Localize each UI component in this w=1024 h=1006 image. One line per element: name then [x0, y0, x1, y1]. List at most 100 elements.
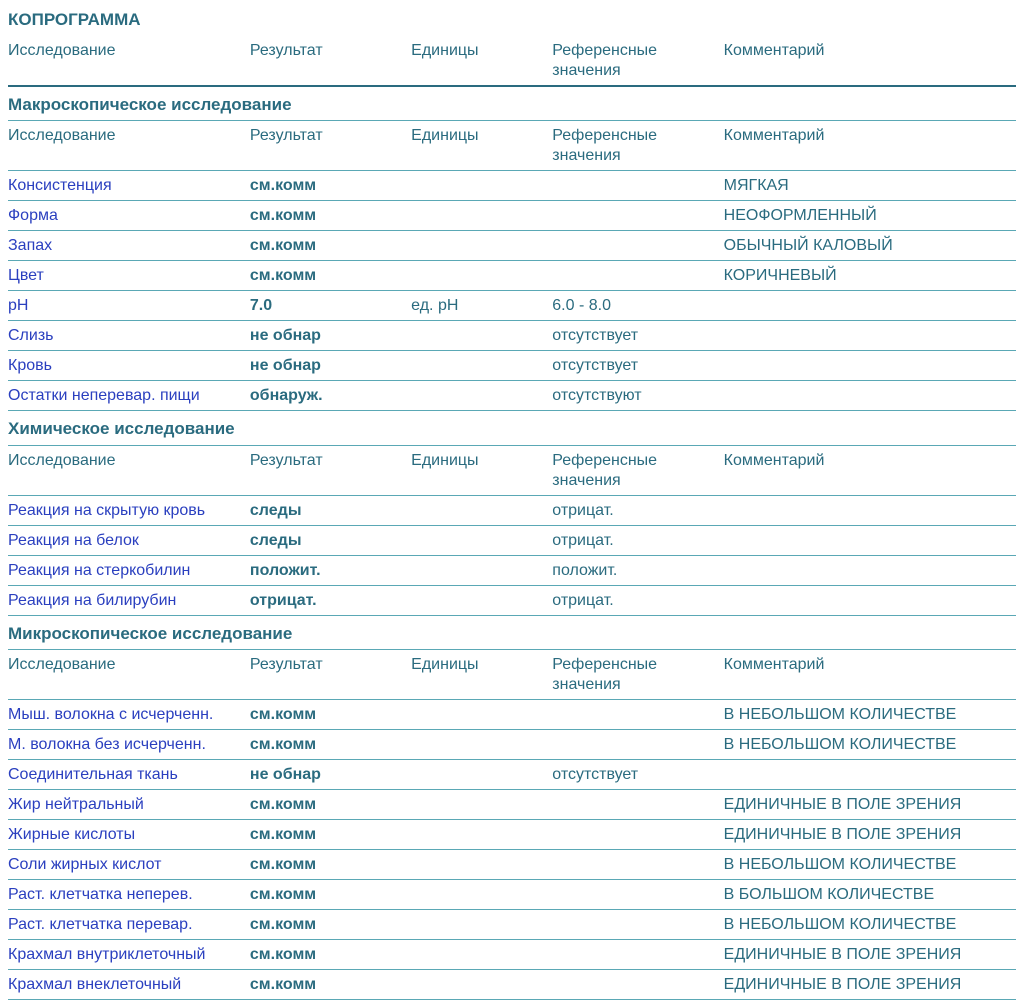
test-name: Реакция на билирубин — [8, 585, 250, 615]
comment-value — [724, 585, 1016, 615]
section-title-row: Макроскопическое исследование — [8, 86, 1016, 121]
table-row: Консистенциясм.коммМЯГКАЯ — [8, 171, 1016, 201]
comment-value: МЯГКАЯ — [724, 171, 1016, 201]
table-row: Цветсм.коммКОРИЧНЕВЫЙ — [8, 261, 1016, 291]
test-name: Соединительная ткань — [8, 759, 250, 789]
test-name: Крахмал внутриклеточный — [8, 939, 250, 969]
table-row: pH7.0ед. pH6.0 - 8.0 — [8, 291, 1016, 321]
units-value — [411, 525, 552, 555]
units-value — [411, 585, 552, 615]
units-value — [411, 849, 552, 879]
test-name: Кровь — [8, 351, 250, 381]
table-row: Соединительная тканьне обнаротсутствует — [8, 759, 1016, 789]
units-value — [411, 555, 552, 585]
result-value: см.комм — [250, 849, 411, 879]
comment-value: В НЕБОЛЬШОМ КОЛИЧЕСТВЕ — [724, 909, 1016, 939]
column-header-units: Единицы — [411, 445, 552, 495]
section-title-row: Химическое исследование — [8, 411, 1016, 445]
test-name: Мыш. волокна с исчерченн. — [8, 699, 250, 729]
reference-value — [552, 729, 723, 759]
column-header-result: Результат — [250, 36, 411, 86]
comment-value: ЕДИНИЧНЫЕ В ПОЛЕ ЗРЕНИЯ — [724, 939, 1016, 969]
comment-value: В НЕБОЛЬШОМ КОЛИЧЕСТВЕ — [724, 699, 1016, 729]
reference-value — [552, 201, 723, 231]
units-value — [411, 495, 552, 525]
units-value — [411, 969, 552, 999]
comment-value — [724, 555, 1016, 585]
column-header-ref: Референсные значения — [552, 36, 723, 86]
reference-value — [552, 849, 723, 879]
report-title: КОПРОГРАММА — [8, 6, 1016, 36]
comment-value: ЕДИНИЧНЫЕ В ПОЛЕ ЗРЕНИЯ — [724, 819, 1016, 849]
result-value: см.комм — [250, 969, 411, 999]
table-row: Крахмал внеклеточныйсм.коммЕДИНИЧНЫЕ В П… — [8, 969, 1016, 999]
test-name: Цвет — [8, 261, 250, 291]
test-name: Остатки неперевар. пищи — [8, 381, 250, 411]
section-title: Микроскопическое исследование — [8, 615, 1016, 649]
reference-value — [552, 231, 723, 261]
comment-value — [724, 525, 1016, 555]
units-value — [411, 231, 552, 261]
table-row: Кровьне обнаротсутствует — [8, 351, 1016, 381]
reference-value: 6.0 - 8.0 — [552, 291, 723, 321]
test-name: Реакция на стеркобилин — [8, 555, 250, 585]
units-value — [411, 171, 552, 201]
comment-value: НЕОФОРМЛЕННЫЙ — [724, 201, 1016, 231]
table-row: Реакция на билирубинотрицат.отрицат. — [8, 585, 1016, 615]
test-name: Жирные кислоты — [8, 819, 250, 849]
reference-value — [552, 819, 723, 849]
test-name: Раст. клетчатка неперев. — [8, 879, 250, 909]
result-value: 7.0 — [250, 291, 411, 321]
column-header-result: Результат — [250, 121, 411, 171]
test-name: Реакция на скрытую кровь — [8, 495, 250, 525]
comment-value — [724, 381, 1016, 411]
result-value: следы — [250, 525, 411, 555]
table-row: Мыш. волокна с исчерченн.см.комм В НЕБОЛЬ… — [8, 699, 1016, 729]
result-value: см.комм — [250, 201, 411, 231]
reference-value — [552, 699, 723, 729]
result-value: не обнар — [250, 759, 411, 789]
comment-value: ОБЫЧНЫЙ КАЛОВЫЙ — [724, 231, 1016, 261]
section-title-row: Микроскопическое исследование — [8, 615, 1016, 649]
result-value: см.комм — [250, 939, 411, 969]
table-row: Запахсм.коммОБЫЧНЫЙ КАЛОВЫЙ — [8, 231, 1016, 261]
table-row: Реакция на белокследыотрицат. — [8, 525, 1016, 555]
units-value — [411, 879, 552, 909]
column-header-comment: Комментарий — [724, 36, 1016, 86]
units-value — [411, 759, 552, 789]
units-value — [411, 321, 552, 351]
column-header-row: ИсследованиеРезультатЕдиницыРеференсные … — [8, 445, 1016, 495]
column-header-comment: Комментарий — [724, 649, 1016, 699]
test-name: Консистенция — [8, 171, 250, 201]
table-row: Жир нейтральныйсм.коммЕДИНИЧНЫЕ В ПОЛЕ З… — [8, 789, 1016, 819]
results-table: ИсследованиеРезультатЕдиницыРеференсные … — [8, 36, 1016, 1000]
table-row: Остатки неперевар. пищиобнаруж.отсутству… — [8, 381, 1016, 411]
comment-value — [724, 321, 1016, 351]
units-value — [411, 201, 552, 231]
test-name: pH — [8, 291, 250, 321]
reference-value — [552, 789, 723, 819]
table-row: Соли жирных кислотсм.коммВ НЕБОЛЬШОМ КОЛ… — [8, 849, 1016, 879]
comment-value: В НЕБОЛЬШОМ КОЛИЧЕСТВЕ — [724, 729, 1016, 759]
units-value — [411, 819, 552, 849]
test-name: М. волокна без исчерченн. — [8, 729, 250, 759]
column-header-study: Исследование — [8, 649, 250, 699]
comment-value: ЕДИНИЧНЫЕ В ПОЛЕ ЗРЕНИЯ — [724, 969, 1016, 999]
result-value: обнаруж. — [250, 381, 411, 411]
result-value: см.комм — [250, 699, 411, 729]
column-header-row: ИсследованиеРезультатЕдиницыРеференсные … — [8, 649, 1016, 699]
units-value — [411, 789, 552, 819]
column-header-units: Единицы — [411, 121, 552, 171]
section-title: Химическое исследование — [8, 411, 1016, 445]
column-header-ref: Референсные значения — [552, 445, 723, 495]
reference-value — [552, 969, 723, 999]
test-name: Запах — [8, 231, 250, 261]
units-value — [411, 729, 552, 759]
test-name: Форма — [8, 201, 250, 231]
table-row: Крахмал внутриклеточныйсм.комм ЕДИНИЧНЫЕ … — [8, 939, 1016, 969]
units-value — [411, 909, 552, 939]
reference-value — [552, 879, 723, 909]
comment-value: В НЕБОЛЬШОМ КОЛИЧЕСТВЕ — [724, 849, 1016, 879]
table-row: Слизьне обнаротсутствует — [8, 321, 1016, 351]
comment-value: В БОЛЬШОМ КОЛИЧЕСТВЕ — [724, 879, 1016, 909]
